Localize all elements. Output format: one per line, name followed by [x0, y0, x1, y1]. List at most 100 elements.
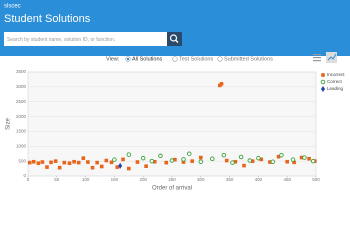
point — [140, 155, 146, 161]
point — [233, 159, 238, 164]
point — [210, 156, 215, 162]
point — [112, 157, 117, 162]
point — [310, 158, 316, 164]
point — [221, 152, 227, 158]
point — [299, 155, 304, 160]
point — [81, 156, 86, 160]
point — [90, 165, 95, 170]
point — [36, 161, 41, 166]
radio-button[interactable] — [217, 56, 223, 62]
point — [230, 160, 235, 165]
point — [242, 163, 246, 168]
y-tick-label: 3500 — [16, 69, 27, 74]
y-tick-label: 1000 — [16, 143, 27, 148]
point — [115, 165, 120, 169]
point — [67, 161, 72, 166]
point — [135, 160, 140, 164]
point — [290, 157, 296, 162]
point — [219, 82, 224, 86]
search-icon — [175, 39, 179, 43]
point — [27, 160, 32, 165]
point — [259, 157, 264, 162]
point — [62, 160, 67, 165]
x-tick-label: 400 — [255, 177, 263, 182]
view-option[interactable]: Test Solutions — [179, 56, 213, 62]
search-button[interactable] — [167, 32, 182, 46]
point — [164, 160, 169, 165]
x-tick-label: 450 — [283, 177, 291, 182]
point — [158, 153, 163, 159]
point — [72, 159, 76, 164]
page-title: Student Solutions — [4, 13, 91, 25]
chart-icon — [327, 53, 337, 61]
point — [152, 159, 157, 164]
y-tick-label: 2000 — [16, 114, 27, 119]
point — [321, 86, 325, 92]
point — [53, 159, 58, 163]
x-tick-label: 350 — [226, 177, 234, 182]
point — [256, 155, 261, 161]
search-placeholder: Search by student name, solution ID, or … — [7, 37, 115, 43]
search-icon — [169, 34, 178, 42]
point — [268, 160, 272, 164]
x-tick-label: 250 — [168, 177, 176, 182]
point — [307, 156, 311, 161]
point — [149, 158, 155, 164]
search-input[interactable] — [4, 32, 167, 46]
point — [118, 162, 123, 169]
page: slscec Student Solutions Search by stude… — [0, 0, 350, 192]
point — [292, 160, 296, 165]
point — [270, 159, 276, 164]
point — [276, 154, 281, 159]
point — [302, 155, 307, 160]
x-tick-label: 500 — [312, 177, 320, 182]
point — [95, 160, 99, 165]
point — [99, 164, 104, 169]
radio-selected — [126, 57, 130, 61]
x-tick-label: 100 — [82, 177, 90, 182]
point — [109, 160, 114, 165]
point — [40, 160, 45, 164]
x-tick-label: 300 — [197, 177, 205, 182]
point — [320, 79, 326, 85]
point — [126, 152, 132, 157]
point — [224, 158, 229, 163]
point — [181, 160, 186, 164]
list-icon[interactable] — [313, 54, 321, 62]
point — [181, 157, 186, 162]
y-tick-label: 1500 — [16, 129, 27, 134]
view-label: View: — [106, 56, 120, 62]
point — [247, 158, 253, 163]
point — [199, 155, 203, 160]
app-name[interactable]: slscec — [4, 4, 21, 10]
y-tick-label: 2500 — [16, 99, 27, 104]
point — [285, 159, 289, 164]
point — [173, 157, 177, 162]
point — [76, 160, 81, 165]
point — [279, 152, 284, 158]
point — [144, 164, 148, 168]
point — [49, 160, 53, 165]
point — [86, 160, 90, 164]
legend-label: Incorrect — [327, 72, 345, 77]
point — [121, 157, 125, 162]
header-bar — [0, 0, 350, 56]
legend-label: Correct — [327, 79, 343, 84]
y-axis-label: Size — [6, 118, 12, 130]
y-tick-label: 0 — [23, 173, 26, 178]
x-tick-label: 150 — [111, 177, 119, 182]
point — [190, 159, 194, 163]
point — [187, 151, 192, 156]
x-axis-label: Order of arrival — [152, 186, 192, 192]
y-tick-label: 3000 — [16, 84, 27, 89]
x-tick-label: 200 — [139, 177, 147, 182]
view-option[interactable]: Submitted Solutions — [224, 56, 273, 62]
radio-button[interactable] — [172, 56, 178, 62]
view-option[interactable]: All Solutions — [132, 56, 163, 62]
x-tick-label: 0 — [27, 177, 30, 182]
point — [104, 158, 109, 163]
point — [321, 73, 325, 77]
point — [238, 154, 244, 160]
point — [169, 158, 175, 163]
legend-label: Leading — [327, 86, 344, 91]
